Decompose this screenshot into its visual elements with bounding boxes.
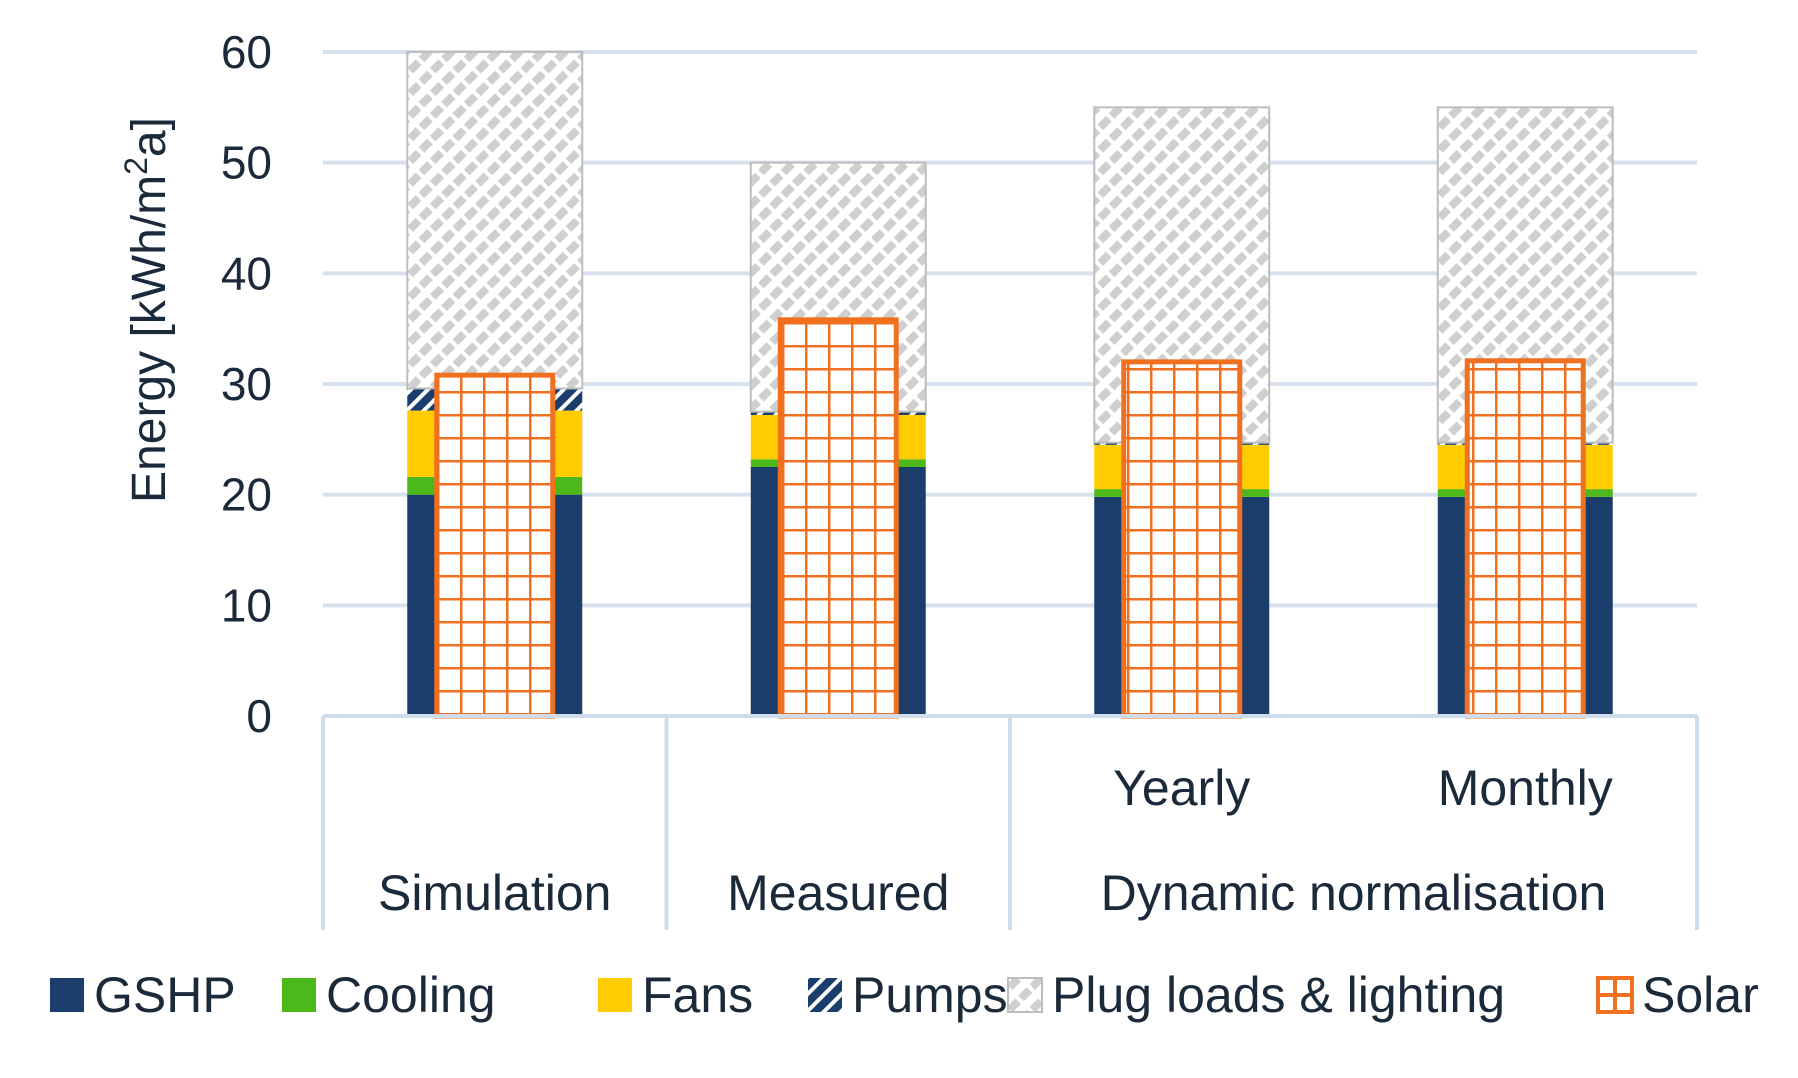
legend-label: Solar [1642,967,1759,1023]
solar-bar [1464,358,1586,719]
legend-swatch [808,978,842,1012]
y-tick-label: 20 [221,469,272,521]
legend-label: GSHP [94,967,236,1023]
legend-label: Fans [642,967,753,1023]
y-tick-label: 40 [221,247,272,299]
y-axis-label: Energy [kWh/m2a] [118,117,176,503]
legend-swatch [282,978,316,1012]
y-tick-label: 10 [221,579,272,631]
x-group-label: Dynamic normalisation [1101,865,1607,921]
legend-label: Plug loads & lighting [1052,967,1505,1023]
x-group-label: Simulation [378,865,611,921]
x-subcategory-label: Yearly [1113,760,1250,816]
legend-label: Pumps [852,967,1008,1023]
legend-swatch-grid [1598,978,1632,1012]
solar-bar [777,317,899,719]
legend-swatch [1007,977,1043,1013]
y-tick-label: 30 [221,358,272,410]
bar-segment [406,51,584,390]
x-axis: Yearly Monthly Simulation Measured Dynamic n… [321,714,1699,930]
x-group-label: Measured [727,865,949,921]
y-axis-ticks: 0 10 20 30 40 50 60 [221,26,272,742]
bars [406,51,1614,719]
legend: GSHP Cooling Fans Pumps Plug loads & lightin… [50,967,1759,1023]
x-subcategory-label: Monthly [1438,760,1613,816]
solar-bar [1121,359,1243,719]
y-tick-label: 50 [221,137,272,189]
legend-label: Cooling [326,967,496,1023]
y-tick-label: 60 [221,26,272,78]
legend-swatch [598,978,632,1012]
legend-swatch [50,978,84,1012]
solar-bar [434,372,556,719]
y-tick-label: 0 [246,690,272,742]
